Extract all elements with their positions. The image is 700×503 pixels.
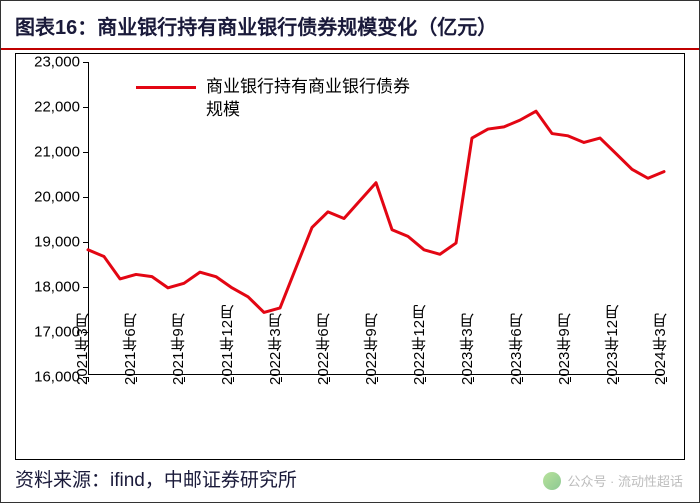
figure-container: 图表16：商业银行持有商业银行债券规模变化（亿元） 商业银行持有商业银行债券规模…	[0, 0, 700, 503]
y-tick-label: 22,000	[16, 99, 80, 116]
x-tick-label: 2022年12月	[409, 305, 430, 385]
y-tick-mark	[83, 152, 88, 153]
x-tick-mark	[88, 377, 89, 382]
x-tick-label: 2023年9月	[554, 313, 575, 385]
x-tick-label: 2021年12月	[217, 305, 238, 385]
x-tick-mark	[666, 377, 667, 382]
y-tick-label: 20,000	[16, 189, 80, 206]
x-tick-label: 2023年3月	[457, 313, 478, 385]
x-tick-mark	[136, 377, 137, 382]
x-tick-label: 2023年12月	[602, 305, 623, 385]
y-tick-mark	[83, 197, 88, 198]
y-tick-mark	[83, 242, 88, 243]
x-tick-label: 2021年6月	[120, 313, 141, 385]
wechat-icon	[543, 472, 561, 490]
watermark: 公众号 · 流动性超话	[543, 471, 683, 490]
legend-label: 商业银行持有商业银行债券规模	[206, 76, 426, 122]
source-text: 资料来源：ifind，中邮证券研究所	[15, 465, 297, 492]
x-tick-mark	[233, 377, 234, 382]
watermark-text: 公众号 · 流动性超话	[567, 471, 683, 490]
x-tick-mark	[473, 377, 474, 382]
y-tick-label: 19,000	[16, 234, 80, 251]
y-tick-label: 21,000	[16, 144, 80, 161]
chart-title: 图表16：商业银行持有商业银行债券规模变化（亿元）	[15, 11, 685, 40]
y-tick-mark	[83, 62, 88, 63]
y-tick-mark	[83, 107, 88, 108]
x-tick-label: 2021年9月	[168, 313, 189, 385]
x-tick-label: 2021年3月	[72, 313, 93, 385]
x-tick-mark	[618, 377, 619, 382]
y-tick-label: 17,000	[16, 324, 80, 341]
x-tick-mark	[522, 377, 523, 382]
x-tick-label: 2022年3月	[265, 313, 286, 385]
title-bar: 图表16：商业银行持有商业银行债券规模变化（亿元）	[1, 1, 699, 50]
x-tick-mark	[184, 377, 185, 382]
data-line	[88, 111, 664, 312]
x-tick-label: 2024年3月	[650, 313, 671, 385]
x-tick-label: 2022年9月	[361, 313, 382, 385]
chart-area: 商业银行持有商业银行债券规模 16,000 17,000 18,000 19,000 2…	[15, 53, 685, 460]
legend-swatch	[136, 86, 196, 89]
y-tick-mark	[83, 287, 88, 288]
x-tick-mark	[377, 377, 378, 382]
y-tick-label: 23,000	[16, 54, 80, 71]
legend: 商业银行持有商业银行债券规模	[136, 76, 426, 122]
x-tick-mark	[329, 377, 330, 382]
y-tick-label: 16,000	[16, 369, 80, 386]
x-tick-mark	[570, 377, 571, 382]
x-tick-label: 2022年6月	[313, 313, 334, 385]
x-tick-label: 2023年6月	[506, 313, 527, 385]
x-tick-mark	[281, 377, 282, 382]
y-tick-label: 18,000	[16, 279, 80, 296]
x-tick-mark	[425, 377, 426, 382]
